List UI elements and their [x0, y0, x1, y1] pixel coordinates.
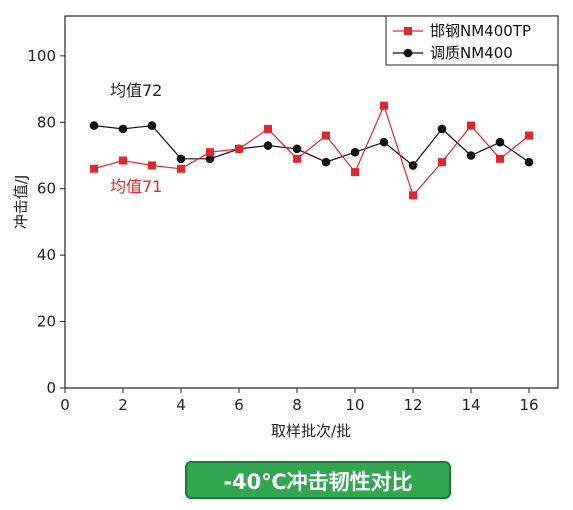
- data-point-circle: [118, 124, 128, 134]
- legend-marker-square: [404, 27, 412, 35]
- y-axis: 0 20 40 60 80 100: [27, 47, 65, 397]
- data-point-circle: [524, 157, 534, 167]
- x-tick-label: 16: [519, 396, 538, 414]
- data-point-square: [525, 131, 533, 140]
- data-point-square: [322, 131, 330, 140]
- data-point-circle: [321, 157, 331, 167]
- data-point-square: [409, 191, 417, 200]
- legend-marker-circle: [403, 48, 413, 58]
- data-point-circle: [89, 121, 99, 130]
- x-tick-label: 8: [292, 396, 302, 414]
- data-point-circle: [292, 144, 302, 154]
- series-quenched-nm400: [89, 121, 534, 170]
- legend-label: 调质NM400: [430, 44, 513, 62]
- x-axis: 0 2 4 6 8 10 12 14 16: [60, 388, 539, 414]
- legend: 邯钢NM400TP 调质NM400: [385, 15, 559, 66]
- x-axis-title: 取样批次/批: [271, 422, 351, 440]
- y-axis-title: 冲击值/J: [12, 175, 30, 229]
- data-point-square: [438, 158, 446, 167]
- data-point-square: [496, 154, 504, 163]
- x-tick-label: 14: [461, 396, 480, 414]
- data-point-circle: [379, 137, 389, 147]
- data-point-circle: [205, 154, 215, 164]
- annotation-mean-71: 均值71: [110, 177, 162, 196]
- series-line: [93, 104, 530, 197]
- data-point-circle: [176, 154, 186, 164]
- x-tick-label: 12: [403, 396, 422, 414]
- x-tick-label: 10: [345, 396, 364, 414]
- data-point-square: [264, 124, 272, 133]
- legend-label: 邯钢NM400TP: [430, 22, 531, 40]
- data-point-circle: [437, 124, 447, 134]
- data-point-circle: [495, 137, 505, 147]
- y-tick-label: 60: [37, 180, 56, 198]
- data-point-square: [148, 161, 156, 170]
- y-tick-label: 100: [27, 47, 56, 65]
- data-point-square: [380, 101, 388, 110]
- data-point-square: [235, 144, 243, 153]
- y-tick-label: 80: [37, 113, 56, 131]
- data-point-square: [119, 156, 127, 165]
- chart-caption-banner: -40℃冲击韧性对比: [185, 461, 451, 499]
- data-point-square: [351, 168, 359, 177]
- series-line: [93, 124, 530, 167]
- data-point-square: [90, 164, 98, 173]
- data-point-circle: [466, 151, 476, 160]
- series-handan-nm400tp: [90, 101, 533, 200]
- x-tick-label: 0: [60, 396, 70, 414]
- data-point-circle: [408, 161, 418, 170]
- x-tick-label: 2: [118, 396, 128, 414]
- data-point-circle: [263, 141, 273, 150]
- x-tick-label: 4: [176, 396, 186, 414]
- x-tick-label: 6: [234, 396, 244, 414]
- data-point-circle: [147, 121, 157, 130]
- data-point-square: [293, 154, 301, 163]
- data-point-square: [206, 148, 214, 157]
- y-tick-label: 20: [37, 313, 56, 331]
- data-point-square: [467, 121, 475, 130]
- data-point-square: [177, 164, 185, 173]
- annotation-mean-72: 均值72: [110, 81, 162, 100]
- y-tick-label: 0: [46, 379, 56, 397]
- plot-frame: [64, 15, 559, 389]
- y-tick-label: 40: [37, 246, 56, 264]
- series-layer: [89, 101, 534, 200]
- legend-box: [385, 15, 559, 66]
- data-point-circle: [350, 147, 360, 157]
